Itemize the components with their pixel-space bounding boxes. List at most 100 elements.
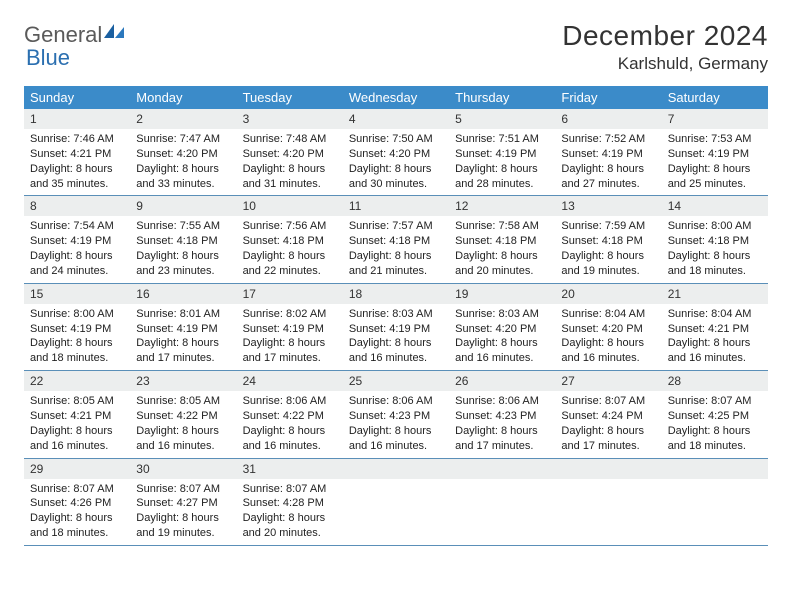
sunrise-text: Sunrise: 8:02 AM — [243, 307, 337, 322]
daylight-text-2: and 17 minutes. — [243, 351, 337, 366]
calendar-header-row: SundayMondayTuesdayWednesdayThursdayFrid… — [24, 86, 768, 109]
daylight-text-1: Daylight: 8 hours — [136, 336, 230, 351]
day-number-empty — [343, 459, 449, 479]
calendar-day-cell: 23Sunrise: 8:05 AMSunset: 4:22 PMDayligh… — [130, 371, 236, 458]
daylight-text-2: and 19 minutes. — [561, 264, 655, 279]
day-number-empty — [555, 459, 661, 479]
day-number: 16 — [130, 284, 236, 304]
sunset-text: Sunset: 4:22 PM — [136, 409, 230, 424]
sunrise-text: Sunrise: 8:03 AM — [455, 307, 549, 322]
sunrise-text: Sunrise: 8:06 AM — [349, 394, 443, 409]
day-number: 30 — [130, 459, 236, 479]
daylight-text-2: and 18 minutes. — [668, 264, 762, 279]
sunrise-text: Sunrise: 8:07 AM — [561, 394, 655, 409]
daylight-text-2: and 28 minutes. — [455, 177, 549, 192]
weekday-header: Sunday — [24, 86, 130, 109]
daylight-text-1: Daylight: 8 hours — [30, 249, 124, 264]
day-content: Sunrise: 7:53 AMSunset: 4:19 PMDaylight:… — [662, 129, 768, 195]
month-title: December 2024 — [562, 20, 768, 52]
daylight-text-1: Daylight: 8 hours — [243, 249, 337, 264]
daylight-text-2: and 18 minutes. — [668, 439, 762, 454]
daylight-text-1: Daylight: 8 hours — [561, 336, 655, 351]
daylight-text-2: and 33 minutes. — [136, 177, 230, 192]
sunrise-text: Sunrise: 7:57 AM — [349, 219, 443, 234]
sunset-text: Sunset: 4:21 PM — [30, 409, 124, 424]
day-content: Sunrise: 8:03 AMSunset: 4:20 PMDaylight:… — [449, 304, 555, 370]
daylight-text-2: and 16 minutes. — [30, 439, 124, 454]
calendar-day-cell: 4Sunrise: 7:50 AMSunset: 4:20 PMDaylight… — [343, 109, 449, 196]
sunset-text: Sunset: 4:19 PM — [30, 322, 124, 337]
sunrise-text: Sunrise: 7:50 AM — [349, 132, 443, 147]
daylight-text-2: and 27 minutes. — [561, 177, 655, 192]
calendar-empty-cell — [662, 458, 768, 545]
daylight-text-2: and 16 minutes. — [349, 351, 443, 366]
daylight-text-2: and 17 minutes. — [136, 351, 230, 366]
daylight-text-1: Daylight: 8 hours — [349, 336, 443, 351]
daylight-text-1: Daylight: 8 hours — [243, 162, 337, 177]
daylight-text-2: and 16 minutes. — [561, 351, 655, 366]
calendar-day-cell: 28Sunrise: 8:07 AMSunset: 4:25 PMDayligh… — [662, 371, 768, 458]
calendar-day-cell: 11Sunrise: 7:57 AMSunset: 4:18 PMDayligh… — [343, 196, 449, 283]
daylight-text-1: Daylight: 8 hours — [349, 249, 443, 264]
sunset-text: Sunset: 4:18 PM — [136, 234, 230, 249]
sunrise-text: Sunrise: 7:58 AM — [455, 219, 549, 234]
calendar-day-cell: 16Sunrise: 8:01 AMSunset: 4:19 PMDayligh… — [130, 283, 236, 370]
sunrise-text: Sunrise: 7:54 AM — [30, 219, 124, 234]
day-content: Sunrise: 7:52 AMSunset: 4:19 PMDaylight:… — [555, 129, 661, 195]
daylight-text-2: and 20 minutes. — [243, 526, 337, 541]
daylight-text-2: and 16 minutes. — [455, 351, 549, 366]
sunset-text: Sunset: 4:20 PM — [561, 322, 655, 337]
sunrise-text: Sunrise: 7:52 AM — [561, 132, 655, 147]
calendar-day-cell: 22Sunrise: 8:05 AMSunset: 4:21 PMDayligh… — [24, 371, 130, 458]
daylight-text-1: Daylight: 8 hours — [561, 249, 655, 264]
calendar-day-cell: 31Sunrise: 8:07 AMSunset: 4:28 PMDayligh… — [237, 458, 343, 545]
daylight-text-2: and 16 minutes. — [349, 439, 443, 454]
day-content: Sunrise: 8:04 AMSunset: 4:20 PMDaylight:… — [555, 304, 661, 370]
day-content: Sunrise: 8:06 AMSunset: 4:23 PMDaylight:… — [449, 391, 555, 457]
daylight-text-1: Daylight: 8 hours — [561, 162, 655, 177]
sunset-text: Sunset: 4:24 PM — [561, 409, 655, 424]
day-number: 17 — [237, 284, 343, 304]
daylight-text-1: Daylight: 8 hours — [455, 424, 549, 439]
calendar-day-cell: 17Sunrise: 8:02 AMSunset: 4:19 PMDayligh… — [237, 283, 343, 370]
calendar-day-cell: 26Sunrise: 8:06 AMSunset: 4:23 PMDayligh… — [449, 371, 555, 458]
daylight-text-2: and 18 minutes. — [30, 351, 124, 366]
day-content: Sunrise: 8:03 AMSunset: 4:19 PMDaylight:… — [343, 304, 449, 370]
day-content: Sunrise: 7:54 AMSunset: 4:19 PMDaylight:… — [24, 216, 130, 282]
sunset-text: Sunset: 4:20 PM — [243, 147, 337, 162]
day-number: 31 — [237, 459, 343, 479]
day-content: Sunrise: 8:05 AMSunset: 4:22 PMDaylight:… — [130, 391, 236, 457]
sunrise-text: Sunrise: 7:51 AM — [455, 132, 549, 147]
day-number: 27 — [555, 371, 661, 391]
day-content: Sunrise: 8:04 AMSunset: 4:21 PMDaylight:… — [662, 304, 768, 370]
logo: General Blue — [24, 20, 124, 70]
calendar-empty-cell — [555, 458, 661, 545]
header: General Blue December 2024 Karlshuld, Ge… — [24, 20, 768, 74]
daylight-text-1: Daylight: 8 hours — [136, 511, 230, 526]
sunrise-text: Sunrise: 7:48 AM — [243, 132, 337, 147]
day-number: 25 — [343, 371, 449, 391]
daylight-text-1: Daylight: 8 hours — [668, 162, 762, 177]
day-content: Sunrise: 7:51 AMSunset: 4:19 PMDaylight:… — [449, 129, 555, 195]
sunrise-text: Sunrise: 8:07 AM — [668, 394, 762, 409]
day-number: 4 — [343, 109, 449, 129]
day-content: Sunrise: 8:07 AMSunset: 4:28 PMDaylight:… — [237, 479, 343, 545]
day-number: 22 — [24, 371, 130, 391]
day-number: 10 — [237, 196, 343, 216]
logo-text-blue: Blue — [26, 45, 70, 70]
sunrise-text: Sunrise: 7:46 AM — [30, 132, 124, 147]
calendar-day-cell: 20Sunrise: 8:04 AMSunset: 4:20 PMDayligh… — [555, 283, 661, 370]
daylight-text-1: Daylight: 8 hours — [30, 511, 124, 526]
weekday-header: Tuesday — [237, 86, 343, 109]
daylight-text-1: Daylight: 8 hours — [30, 336, 124, 351]
day-number: 20 — [555, 284, 661, 304]
title-block: December 2024 Karlshuld, Germany — [562, 20, 768, 74]
sunset-text: Sunset: 4:19 PM — [668, 147, 762, 162]
sunset-text: Sunset: 4:28 PM — [243, 496, 337, 511]
calendar-table: SundayMondayTuesdayWednesdayThursdayFrid… — [24, 86, 768, 546]
day-content: Sunrise: 8:05 AMSunset: 4:21 PMDaylight:… — [24, 391, 130, 457]
day-content: Sunrise: 7:57 AMSunset: 4:18 PMDaylight:… — [343, 216, 449, 282]
daylight-text-2: and 17 minutes. — [455, 439, 549, 454]
daylight-text-1: Daylight: 8 hours — [349, 162, 443, 177]
day-content: Sunrise: 8:06 AMSunset: 4:23 PMDaylight:… — [343, 391, 449, 457]
